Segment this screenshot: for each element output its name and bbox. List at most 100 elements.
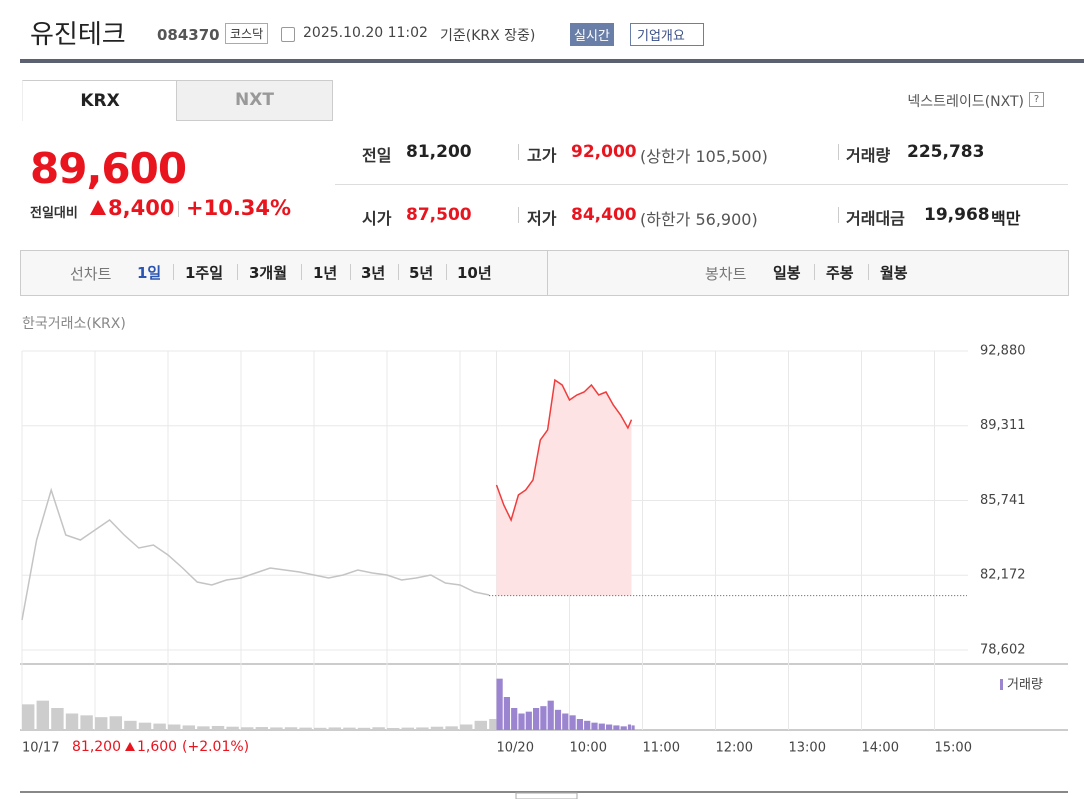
- y-tick-label: 92,880: [980, 344, 1026, 359]
- volume-bar: [153, 723, 166, 730]
- prev-change: 1,600: [125, 739, 177, 755]
- volume-bar: [430, 726, 444, 730]
- volume-bar: [197, 726, 210, 730]
- x-tick-label: 13:00: [789, 741, 826, 756]
- volume-bar: [445, 726, 458, 730]
- x-tick-label: 10/17: [22, 741, 59, 756]
- candle-chart-label: 봉차트: [705, 265, 747, 283]
- up-arrow: [90, 200, 106, 215]
- volume-bar: [95, 717, 108, 730]
- volume-bar: [620, 726, 627, 730]
- volume-bar: [372, 727, 385, 730]
- volume-bar: [576, 719, 584, 730]
- volume-bar: [460, 724, 473, 730]
- change-label: 전일대비: [30, 206, 78, 221]
- stat-value: 92,000: [571, 142, 637, 162]
- chart-source: 한국거래소(KRX): [22, 316, 126, 332]
- y-tick-label: 89,311: [980, 418, 1026, 433]
- period-option[interactable]: 3년: [361, 264, 386, 282]
- volume-bar: [598, 723, 605, 730]
- period-option[interactable]: 10년: [457, 264, 492, 282]
- legend-swatch: [1000, 679, 1003, 690]
- volume-bar: [613, 725, 620, 730]
- y-tick-label: 78,602: [980, 643, 1026, 658]
- volume-bar: [299, 727, 312, 730]
- stock-name: 유진테크: [30, 20, 126, 50]
- period-option[interactable]: 1일: [137, 264, 162, 282]
- tab-nxt[interactable]: NXT: [176, 80, 333, 121]
- help-icon[interactable]: ?: [1029, 92, 1044, 107]
- market-badge: 코스닥: [225, 23, 269, 44]
- volume-bar: [401, 727, 415, 730]
- period-option[interactable]: 1년: [313, 264, 338, 282]
- volume-bar: [270, 727, 283, 730]
- calendar-icon: [281, 27, 295, 42]
- change-rate: +10.34%: [186, 196, 292, 220]
- volume-bar: [124, 720, 137, 730]
- volume-bar: [503, 697, 511, 730]
- up-arrow: [125, 742, 135, 751]
- price-line: [495, 378, 633, 523]
- volume-bar: [627, 724, 632, 730]
- line-chart-label: 선차트: [70, 265, 112, 283]
- volume-bar: [547, 700, 554, 730]
- volume-bar: [168, 724, 181, 730]
- volume-bar: [328, 727, 342, 730]
- x-tick-label: 10/20: [497, 741, 534, 756]
- header-rule: [20, 59, 1084, 63]
- stat-label: 저가: [527, 209, 557, 228]
- stat-value: 81,200: [406, 142, 472, 162]
- candle-option[interactable]: 주봉: [826, 264, 854, 282]
- nxt-link[interactable]: 넥스트레이드(NXT): [907, 94, 1024, 110]
- volume-bar: [65, 713, 79, 730]
- volume-bar: [554, 709, 562, 730]
- stat-extra: (하한가 56,900): [640, 210, 758, 229]
- volume-bar: [357, 727, 371, 730]
- legend-label: 거래량: [1007, 678, 1043, 693]
- volume-bar: [584, 720, 591, 730]
- period-divider: [547, 251, 548, 295]
- volume-bar: [591, 722, 598, 730]
- stat-unit: 백만: [991, 209, 1021, 228]
- scroll-tab: [515, 792, 578, 799]
- volume-bar: [511, 708, 518, 730]
- stat-label: 고가: [527, 146, 557, 165]
- datetime: 2025.10.20 11:02: [303, 25, 428, 41]
- volume-bar: [343, 727, 356, 730]
- period-option[interactable]: 3개월: [249, 264, 288, 282]
- stat-label: 거래량: [846, 146, 891, 165]
- volume-bar: [540, 706, 547, 730]
- stat-label: 시가: [362, 209, 392, 228]
- volume-bar: [496, 678, 503, 730]
- volume-bar: [606, 724, 613, 730]
- volume-bar: [138, 722, 152, 730]
- stat-value: 19,968: [924, 205, 990, 225]
- change-value: 8,400: [108, 196, 175, 220]
- volume-bar: [569, 715, 576, 730]
- period-option[interactable]: 1주일: [185, 264, 224, 282]
- prev-close: 81,200: [72, 739, 121, 755]
- stat-value: 87,500: [406, 205, 472, 225]
- basis: 기준(KRX 장중): [440, 28, 536, 44]
- period-option[interactable]: 5년: [409, 264, 434, 282]
- volume-bar: [22, 704, 35, 730]
- price-change: 8,400: [90, 196, 174, 220]
- volume-bar: [474, 720, 488, 730]
- realtime-button[interactable]: 실시간: [570, 23, 614, 46]
- overview-button[interactable]: 기업개요: [630, 23, 704, 46]
- price-line: [21, 487, 490, 621]
- tab-krx[interactable]: KRX: [22, 80, 177, 121]
- volume-bar: [489, 719, 502, 730]
- stat-label: 전일: [362, 146, 392, 165]
- stat-extra: (상한가 105,500): [640, 147, 768, 166]
- volume-bar: [562, 713, 569, 730]
- volume-bar: [518, 713, 525, 730]
- volume-bar: [51, 708, 64, 730]
- stat-label: 거래대금: [846, 209, 905, 228]
- prev-rate: (+2.01%): [182, 739, 250, 755]
- candle-option[interactable]: 일봉: [773, 264, 801, 282]
- candle-option[interactable]: 월봉: [880, 264, 908, 282]
